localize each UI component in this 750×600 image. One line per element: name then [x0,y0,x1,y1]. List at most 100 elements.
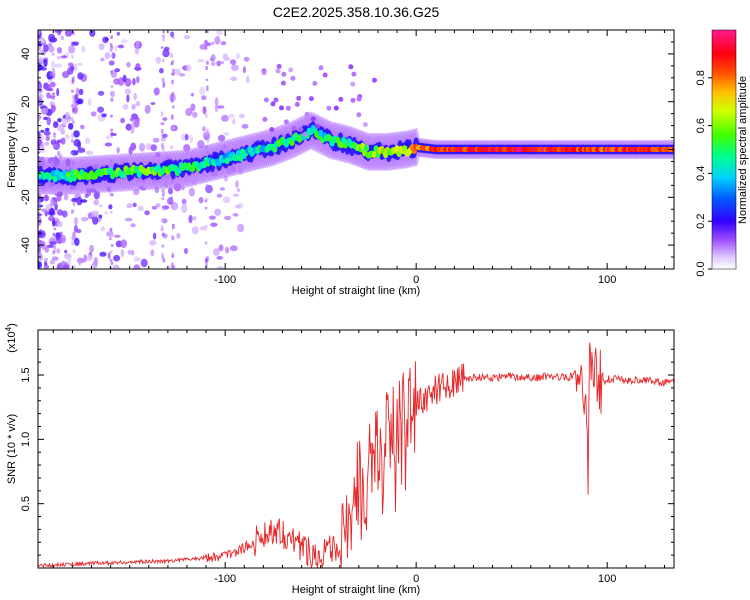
colorbar-label: Normalized spectral amplitude [737,76,749,224]
spectral-noise-streak [171,203,175,209]
spectral-noise-blob [73,139,81,147]
spectral-noise-streak [72,232,75,237]
spectral-noise-blob [269,127,275,132]
spectrogram-xlabel: Height of straight line (km) [292,285,420,297]
spectral-noise-blob [50,81,56,88]
colorbar-tick-label: 0.0 [695,261,707,276]
colorbar-gradient [711,29,737,270]
spectral-noise-blob [44,246,50,253]
spectral-noise-streak [53,134,56,140]
spectral-noise-blob [178,73,186,77]
spectral-noise-streak [52,232,56,237]
spectral-noise-streak [72,95,75,100]
spectral-noise-streak [162,258,166,263]
spectral-noise-streak [162,189,165,194]
spectral-noise-streak [72,111,75,115]
spectral-noise-blob [73,130,80,138]
spectral-noise-blob [135,63,141,72]
spectral-noise-blob [81,45,86,53]
ridge-core [235,149,242,157]
spectral-noise-streak [162,82,166,87]
spectral-noise-streak [70,117,74,121]
spectral-noise-blob [56,194,62,202]
spectral-noise-blob [97,90,105,96]
spectral-noise-blob [338,96,344,102]
spectral-noise-blob [133,119,140,128]
spectral-noise-blob [237,223,245,233]
spectral-noise-streak [110,135,113,138]
ridge-core [71,174,77,182]
spectral-noise-blob [176,233,181,239]
spectral-noise-streak [160,224,164,230]
spectral-noise-blob [57,118,62,123]
spectral-noise-streak [161,252,164,257]
spectral-noise-blob [110,90,115,98]
spectral-noise-streak [161,129,164,134]
spectral-noise-blob [224,215,232,221]
spectral-noise-blob [127,250,132,255]
spectral-noise-blob [38,261,42,268]
spectral-noise-blob [138,143,146,152]
spectral-noise-blob [151,205,158,210]
spectral-noise-blob [74,237,80,246]
spectral-noise-blob [221,114,229,122]
spectral-noise-blob [114,68,121,73]
spectral-noise-blob [114,44,118,52]
spectral-noise-blob [134,47,140,55]
figure-title: C2E2.2025.358.10.36.G25 [273,4,440,20]
spectral-noise-streak [205,258,208,263]
spectral-noise-blob [315,124,320,129]
spectral-noise-blob [38,83,42,92]
spectral-noise-blob [150,249,155,257]
spectral-noise-blob [356,96,362,102]
spectral-noise-blob [188,214,193,224]
spectral-noise-blob [49,259,56,265]
spectral-noise-blob [116,31,121,36]
spectral-noise-blob [214,97,219,106]
spectral-noise-blob [38,244,41,254]
spectral-noise-streak [110,70,113,74]
spectrogram-ytick-label: -40 [20,237,32,253]
spectral-noise-blob [46,116,51,126]
spectral-noise-streak [52,96,55,100]
spectral-noise-blob [351,71,357,77]
spectral-noise-blob [38,115,41,121]
spectral-noise-streak [171,79,174,84]
spectral-noise-streak [172,265,175,269]
spectral-noise-blob [43,257,49,262]
spectral-noise-blob [124,88,132,95]
spectral-noise-blob [38,130,41,139]
colorbar: 0.0 0.2 0.4 0.6 0.8 Normalized spectral ampl… [695,29,749,277]
spectral-noise-streak [170,53,173,58]
spectral-noise-blob [214,208,222,216]
spectral-noise-blob [120,39,128,44]
spectral-noise-streak [71,31,75,35]
spectral-noise-blob [62,264,68,269]
snr-scale-label: (x104) [4,323,18,353]
spectral-noise-streak [161,197,164,200]
spectral-noise-blob [85,150,94,156]
spectral-noise-blob [38,139,43,145]
spectral-noise-streak [71,78,75,84]
spectral-noise-blob [183,35,191,40]
spectral-noise-blob [56,88,60,97]
ridge-core [136,170,142,178]
spectral-noise-blob [304,111,310,117]
spectral-noise-streak [52,75,55,79]
spectral-noise-blob [210,222,218,227]
spectral-noise-streak [171,236,175,241]
spectral-noise-blob [172,68,181,76]
spectral-noise-blob [162,49,170,58]
spectral-noise-blob [225,246,230,254]
spectral-noise-blob [219,187,226,191]
spectral-noise-blob [117,44,125,49]
spectral-noise-blob [241,123,249,129]
spectral-noise-blob [50,60,56,69]
spectral-noise-blob [294,101,300,107]
spectral-noise-streak [162,37,165,42]
spectral-noise-blob [229,245,238,252]
ridge-core [69,169,75,177]
spectral-noise-blob [92,215,99,225]
spectral-noise-blob [57,139,62,143]
spectral-noise-streak [72,108,75,113]
